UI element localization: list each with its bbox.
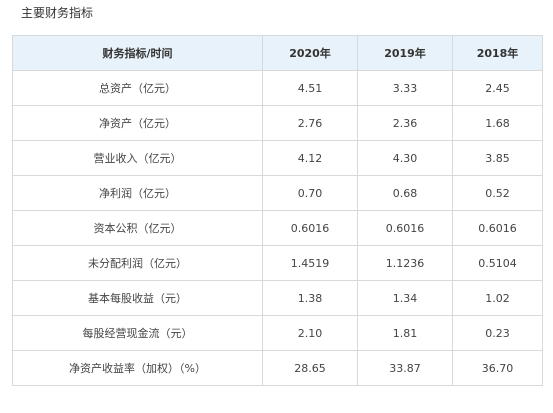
row-label: 营业收入（亿元） (12, 140, 263, 176)
cell-2018: 0.6016 (452, 210, 543, 246)
row-label: 每股经营现金流（元） (12, 315, 263, 351)
cell-2020: 2.10 (262, 315, 358, 351)
table-row: 资本公积（亿元） 0.6016 0.6016 0.6016 (12, 210, 543, 246)
cell-2018: 2.45 (452, 70, 543, 106)
cell-2019: 2.36 (357, 105, 453, 141)
cell-2020: 1.4519 (262, 245, 358, 281)
cell-2020: 1.38 (262, 280, 358, 316)
cell-2019: 0.6016 (357, 210, 453, 246)
cell-2019: 33.87 (357, 350, 453, 386)
header-2018: 2018年 (452, 35, 543, 71)
cell-2019: 1.1236 (357, 245, 453, 281)
cell-2020: 4.51 (262, 70, 358, 106)
table-row: 每股经营现金流（元） 2.10 1.81 0.23 (12, 315, 543, 351)
row-label: 基本每股收益（元） (12, 280, 263, 316)
cell-2018: 36.70 (452, 350, 543, 386)
cell-2018: 1.02 (452, 280, 543, 316)
page-title: 主要财务指标 (21, 6, 94, 20)
cell-2018: 0.23 (452, 315, 543, 351)
table-row: 总资产（亿元） 4.51 3.33 2.45 (12, 70, 543, 106)
cell-2020: 4.12 (262, 140, 358, 176)
header-indicator: 财务指标/时间 (12, 35, 263, 71)
table-row: 未分配利润（亿元） 1.4519 1.1236 0.5104 (12, 245, 543, 281)
table-row: 净资产收益率（加权）（%） 28.65 33.87 36.70 (12, 350, 543, 386)
header-2019: 2019年 (357, 35, 453, 71)
header-2020: 2020年 (262, 35, 358, 71)
cell-2018: 1.68 (452, 105, 543, 141)
cell-2019: 4.30 (357, 140, 453, 176)
cell-2020: 0.6016 (262, 210, 358, 246)
cell-2020: 28.65 (262, 350, 358, 386)
row-label: 未分配利润（亿元） (12, 245, 263, 281)
cell-2020: 2.76 (262, 105, 358, 141)
table-header-row: 财务指标/时间 2020年 2019年 2018年 (12, 35, 543, 71)
row-label: 净利润（亿元） (12, 175, 263, 211)
cell-2018: 0.52 (452, 175, 543, 211)
cell-2019: 0.68 (357, 175, 453, 211)
table-row: 基本每股收益（元） 1.38 1.34 1.02 (12, 280, 543, 316)
row-label: 净资产收益率（加权）（%） (12, 350, 263, 386)
financial-indicators-table: 财务指标/时间 2020年 2019年 2018年 总资产（亿元） 4.51 3… (12, 35, 543, 386)
row-label: 资本公积（亿元） (12, 210, 263, 246)
cell-2019: 1.81 (357, 315, 453, 351)
table-row: 净资产（亿元） 2.76 2.36 1.68 (12, 105, 543, 141)
cell-2019: 1.34 (357, 280, 453, 316)
row-label: 净资产（亿元） (12, 105, 263, 141)
table-row: 净利润（亿元） 0.70 0.68 0.52 (12, 175, 543, 211)
cell-2018: 3.85 (452, 140, 543, 176)
cell-2019: 3.33 (357, 70, 453, 106)
row-label: 总资产（亿元） (12, 70, 263, 106)
table-row: 营业收入（亿元） 4.12 4.30 3.85 (12, 140, 543, 176)
cell-2020: 0.70 (262, 175, 358, 211)
cell-2018: 0.5104 (452, 245, 543, 281)
